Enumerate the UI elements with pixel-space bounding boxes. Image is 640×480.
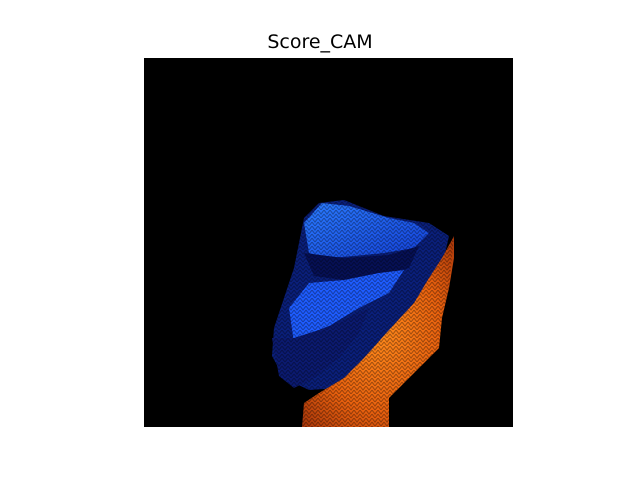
heatmap-image: [144, 58, 513, 427]
figure-title: Score_CAM: [267, 31, 373, 53]
score-cam-overlay: [272, 200, 454, 427]
